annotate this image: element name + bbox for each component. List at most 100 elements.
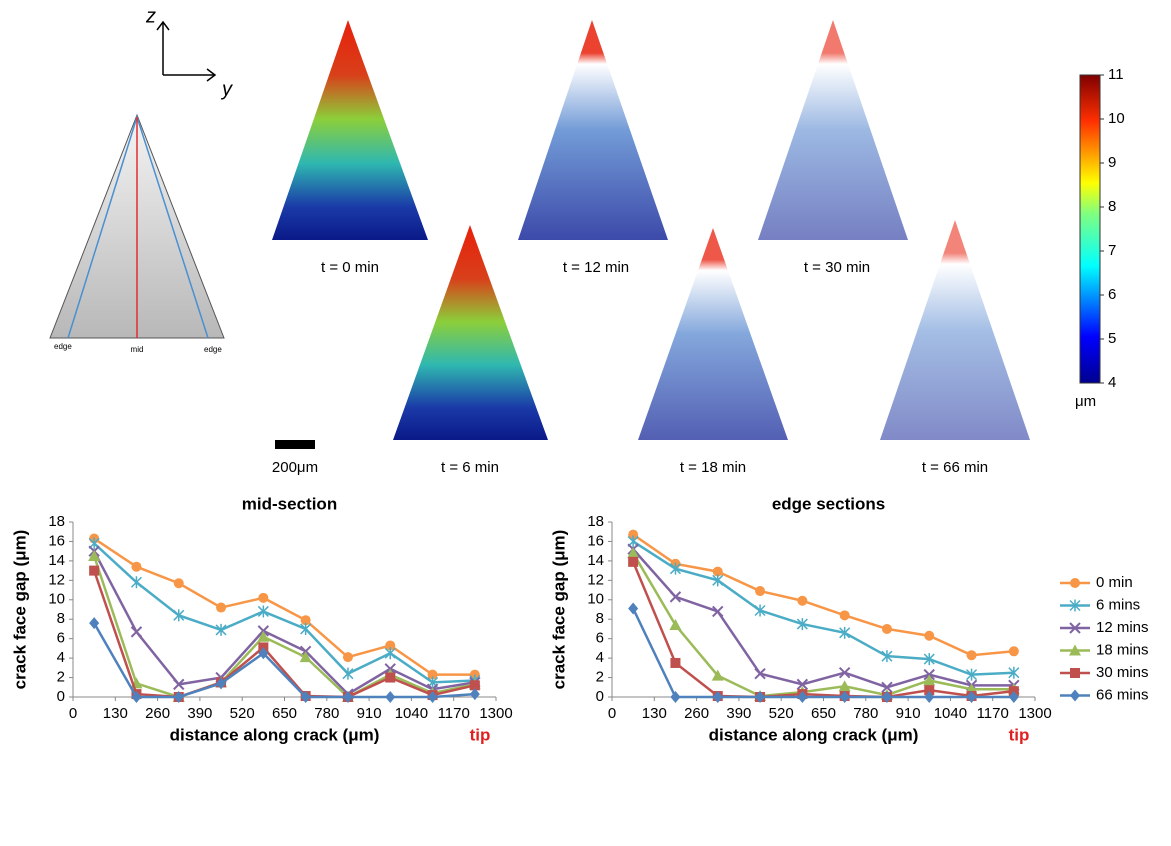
x-tick-label: 390 [726, 705, 751, 722]
diagram-label: edge [204, 345, 222, 354]
series-line [93, 537, 475, 676]
marker [712, 566, 723, 577]
series-line [93, 622, 475, 699]
series-line [632, 548, 1014, 689]
crack-image [393, 225, 548, 440]
x-tick-label: 520 [230, 705, 255, 722]
colorbar-tick-label: 4 [1108, 374, 1116, 391]
x-tick-label: 650 [272, 705, 297, 722]
marker [342, 667, 354, 680]
colorbar-tick-label: 6 [1108, 286, 1116, 303]
marker [669, 562, 681, 575]
series-line [93, 542, 475, 684]
marker [755, 586, 766, 597]
marker [924, 691, 935, 703]
x-tick-label: 1300 [479, 705, 512, 722]
marker [342, 652, 353, 663]
marker [712, 605, 724, 618]
marker [881, 691, 892, 703]
annotation: tip [1009, 725, 1030, 744]
marker [300, 691, 311, 703]
y-tick-label: 0 [57, 688, 65, 705]
x-tick-label: 0 [69, 705, 77, 722]
marker [385, 640, 396, 651]
marker [299, 651, 312, 663]
marker [796, 678, 809, 691]
marker [1070, 668, 1080, 678]
marker [342, 691, 353, 703]
marker [755, 691, 766, 703]
crack-image [880, 220, 1030, 440]
x-tick-label: 910 [357, 705, 382, 722]
y-tick-label: 4 [596, 649, 604, 666]
marker [89, 617, 100, 630]
marker [173, 691, 184, 703]
x-tick-label: 1170 [977, 705, 1009, 722]
y-axis-label: crack face gap (μm) [549, 530, 568, 690]
marker [216, 602, 227, 613]
x-axis-label: distance along crack (μm) [709, 725, 919, 744]
marker [1069, 599, 1081, 612]
marker [754, 604, 766, 617]
colorbar-tick-label: 5 [1108, 330, 1116, 347]
marker [797, 595, 808, 606]
marker [257, 605, 269, 618]
colorbar-tick-label: 8 [1108, 198, 1116, 215]
marker [1008, 646, 1019, 657]
marker [881, 650, 893, 663]
x-tick-label: 390 [187, 705, 212, 722]
y-tick-label: 2 [596, 669, 604, 686]
colorbar-unit: μm [1075, 393, 1096, 410]
legend-label: 0 min [1096, 574, 1133, 591]
panel-label: t = 0 min [321, 259, 379, 276]
colorbar-tick-label: 11 [1108, 66, 1124, 83]
marker [131, 691, 142, 703]
marker [796, 618, 808, 631]
marker [838, 666, 851, 679]
marker [130, 576, 142, 589]
series-line [93, 550, 476, 696]
marker [384, 647, 396, 660]
y-tick-label: 18 [48, 513, 65, 530]
diagram-label: edge [54, 342, 72, 351]
marker [173, 678, 185, 691]
marker [89, 565, 100, 576]
legend-label: 12 mins [1096, 619, 1149, 636]
crack-image [758, 20, 908, 240]
x-tick-label: 910 [896, 705, 921, 722]
marker [712, 574, 724, 587]
marker [670, 657, 681, 668]
legend-label: 66 mins [1096, 686, 1149, 703]
crack-image [272, 20, 428, 240]
series-line [631, 561, 1014, 699]
marker [923, 674, 936, 686]
marker [215, 623, 227, 636]
x-tick-label: 0 [608, 705, 616, 722]
x-tick-label: 1300 [1018, 705, 1051, 722]
chart-title: mid-section [242, 494, 337, 513]
marker [923, 653, 935, 666]
legend-label: 30 mins [1096, 664, 1149, 681]
series-line [92, 555, 476, 699]
marker [839, 610, 850, 621]
colorbar-tick-label: 9 [1108, 154, 1116, 171]
legend-label: 6 mins [1096, 596, 1140, 613]
marker [839, 626, 851, 639]
y-tick-label: 16 [48, 532, 65, 549]
marker [88, 550, 101, 562]
y-tick-label: 18 [587, 513, 604, 530]
x-tick-label: 650 [811, 705, 836, 722]
marker [627, 547, 640, 559]
x-tick-label: 520 [769, 705, 794, 722]
x-tick-label: 130 [103, 705, 128, 722]
marker [966, 668, 978, 681]
marker [257, 630, 270, 642]
y-axis-label: crack face gap (μm) [10, 530, 29, 690]
diagram-label: mid [131, 345, 144, 354]
colorbar [1079, 74, 1101, 384]
series-line [632, 540, 1014, 676]
marker [628, 602, 639, 615]
x-tick-label: 1040 [395, 705, 428, 722]
scale-bar-label: 200μm [272, 459, 318, 476]
